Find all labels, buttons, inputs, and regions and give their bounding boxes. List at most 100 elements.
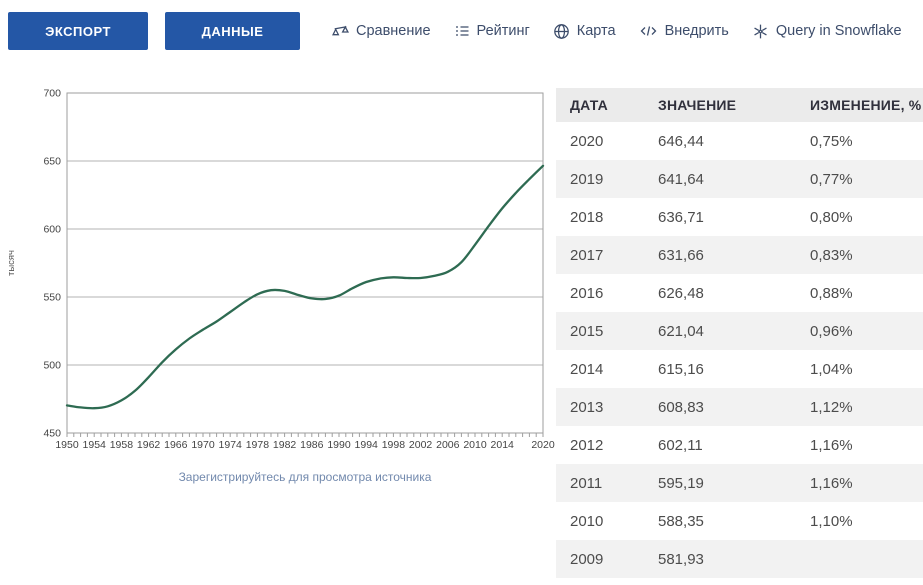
svg-text:700: 700 [43, 88, 61, 100]
date-cell: 2010 [570, 512, 604, 530]
svg-text:1982: 1982 [273, 439, 297, 451]
toolbar-link-label: Рейтинг [476, 23, 530, 39]
table-row: 2013 608,83 1,12% [556, 388, 923, 426]
svg-text:1990: 1990 [327, 439, 351, 451]
column-header-value: ЗНАЧЕНИЕ [644, 88, 796, 122]
svg-text:550: 550 [43, 292, 61, 304]
toolbar-link-rating[interactable]: Рейтинг [454, 23, 530, 39]
toolbar-link-label: Query in Snowflake [775, 23, 902, 39]
change-cell: 0,96% [796, 312, 923, 350]
date-cell: 2019 [556, 160, 644, 198]
date-cell: 2013 [556, 388, 644, 426]
svg-text:650: 650 [43, 156, 61, 168]
table-row: 2017 631,66 0,83% [556, 236, 923, 274]
table-row: 2020 646,44 0,75% [556, 122, 923, 160]
table-row: 2009 581,93 [556, 540, 923, 578]
svg-text:1998: 1998 [382, 439, 406, 451]
value-cell: 588,35 [658, 512, 704, 530]
svg-text:1954: 1954 [83, 439, 107, 451]
snowflake-icon [752, 23, 769, 40]
change-cell: 0,83% [796, 236, 923, 274]
change-cell [796, 540, 923, 578]
change-cell: 0,80% [810, 208, 853, 226]
column-header-date: ДАТА [556, 88, 644, 122]
table-header-row: ДАТА ЗНАЧЕНИЕ ИЗМЕНЕНИЕ, % [556, 88, 923, 122]
table-row: 2019 641,64 0,77% [556, 160, 923, 198]
table-panel: ДАТА ЗНАЧЕНИЕ ИЗМЕНЕНИЕ, % 2020 646,44 0,7… [556, 88, 923, 585]
svg-text:2014: 2014 [491, 439, 515, 451]
date-cell: 2014 [570, 360, 604, 378]
toolbar-link-embed[interactable]: Внедрить [639, 23, 729, 39]
value-cell: 641,64 [644, 160, 796, 198]
table-row: 2012 602,11 1,16% [556, 426, 923, 464]
toolbar-link-label: Внедрить [664, 23, 729, 39]
svg-text:450: 450 [43, 428, 61, 440]
value-cell: 636,71 [658, 208, 704, 226]
list-icon [454, 23, 470, 39]
change-cell: 1,12% [796, 388, 923, 426]
change-cell: 1,10% [810, 512, 853, 530]
change-cell: 1,04% [810, 360, 853, 378]
value-cell: 615,16 [658, 360, 704, 378]
table-body: 2020 646,44 0,75% 2019 641,64 0,77% 2018 636,71… [556, 122, 923, 578]
change-cell: 0,75% [810, 132, 853, 150]
change-cell: 1,16% [796, 464, 923, 502]
date-cell: 2015 [556, 312, 644, 350]
svg-text:2020: 2020 [531, 439, 555, 451]
change-cell: 0,77% [796, 160, 923, 198]
value-cell: 581,93 [644, 540, 796, 578]
date-cell: 2012 [570, 436, 604, 454]
svg-text:1978: 1978 [246, 439, 270, 451]
value-cell: 621,04 [644, 312, 796, 350]
date-cell: 2016 [570, 284, 604, 302]
svg-text:1950: 1950 [55, 439, 79, 451]
column-header-change: ИЗМЕНЕНИЕ, % [796, 88, 923, 122]
date-cell: 2011 [556, 464, 644, 502]
date-cell: 2020 [570, 132, 604, 150]
svg-text:1958: 1958 [110, 439, 134, 451]
export-button[interactable]: ЭКСПОРТ [8, 12, 148, 50]
svg-text:1962: 1962 [137, 439, 161, 451]
toolbar-link-label: Карта [576, 23, 616, 39]
svg-text:1974: 1974 [219, 439, 243, 451]
change-cell: 1,16% [810, 436, 853, 454]
svg-text:500: 500 [43, 360, 61, 372]
toolbar-link-label: Сравнение [356, 23, 431, 39]
svg-text:1994: 1994 [355, 439, 379, 451]
toolbar: ЭКСПОРТ ДАННЫЕ Сравнение Рейтинг [8, 12, 923, 50]
value-cell: 602,11 [658, 436, 703, 454]
svg-text:2006: 2006 [436, 439, 460, 451]
change-cell: 0,88% [810, 284, 853, 302]
table-row: 2011 595,19 1,16% [556, 464, 923, 502]
toolbar-link-snowflake[interactable]: Query in Snowflake [752, 23, 902, 40]
globe-icon [553, 23, 570, 40]
data-button[interactable]: ДАННЫЕ [165, 12, 300, 50]
svg-text:тысяч: тысяч [6, 250, 17, 276]
source-register-link[interactable]: Зарегистрируйтесь для просмотра источник… [178, 470, 432, 484]
date-cell: 2018 [570, 208, 604, 226]
chart-panel: 450 500 550 600 650 700 1950 1954 1958 1962 1966 19… [0, 85, 556, 486]
scales-icon [332, 23, 349, 40]
table-row: 2015 621,04 0,96% [556, 312, 923, 350]
table-row: 2014 615,16 1,04% [556, 350, 923, 388]
code-icon [639, 23, 658, 39]
data-table: ДАТА ЗНАЧЕНИЕ ИЗМЕНЕНИЕ, % 2020 646,44 0,7… [556, 88, 923, 578]
svg-text:1986: 1986 [300, 439, 324, 451]
toolbar-link-compare[interactable]: Сравнение [332, 23, 431, 40]
svg-text:2002: 2002 [409, 439, 433, 451]
toolbar-link-map[interactable]: Карта [553, 23, 616, 40]
table-row: 2016 626,48 0,88% [556, 274, 923, 312]
table-row: 2010 588,35 1,10% [556, 502, 923, 540]
svg-text:1970: 1970 [191, 439, 215, 451]
value-cell: 631,66 [644, 236, 796, 274]
svg-text:1966: 1966 [164, 439, 188, 451]
svg-text:600: 600 [43, 224, 61, 236]
chart-caption: Зарегистрируйтесь для просмотра источник… [67, 468, 543, 486]
value-cell: 595,19 [644, 464, 796, 502]
table-row: 2018 636,71 0,80% [556, 198, 923, 236]
value-cell: 646,44 [658, 132, 704, 150]
svg-text:2010: 2010 [463, 439, 487, 451]
value-cell: 608,83 [644, 388, 796, 426]
